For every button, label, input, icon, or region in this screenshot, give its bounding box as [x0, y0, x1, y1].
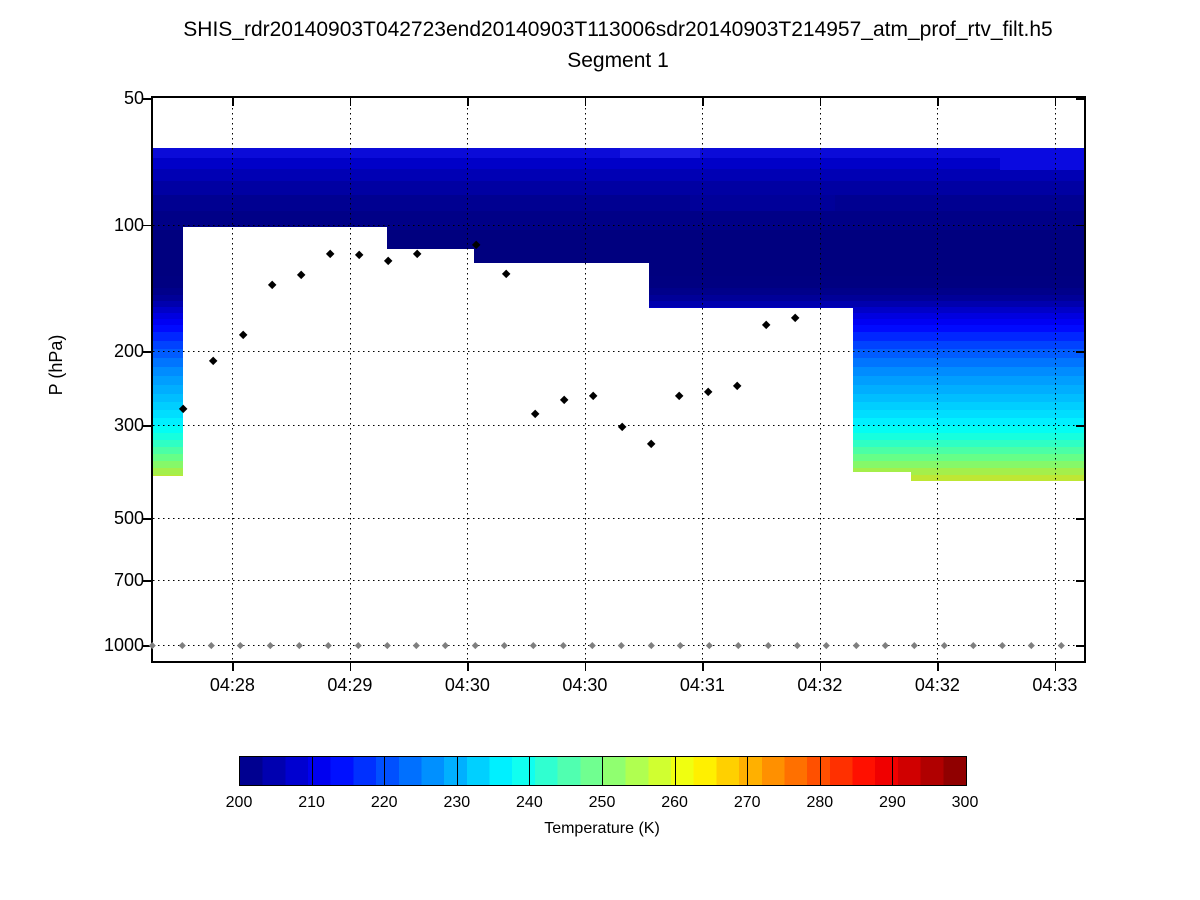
- x-tick-label: 04:28: [209, 675, 255, 695]
- y-tick-mark-left: [142, 224, 151, 226]
- colorbar-tick-label: 290: [879, 794, 906, 811]
- x-gridline: [467, 98, 469, 660]
- colorbar-tick-mark: [602, 757, 603, 785]
- colorbar-tick-mark: [529, 757, 531, 785]
- y-tick-label: 300: [113, 415, 144, 435]
- y-tick-mark-left: [142, 518, 151, 520]
- colorbar-tick-label: 240: [516, 794, 543, 811]
- colorbar-tick-label: 260: [661, 794, 688, 811]
- figure-title: SHIS_rdr20140903T042723end20140903T11300…: [183, 18, 1053, 41]
- y-tick-mark-right: [1076, 98, 1084, 100]
- x-tick-mark-bottom: [702, 662, 704, 671]
- cloud-cutout-region: [387, 249, 474, 481]
- x-gridline: [1054, 98, 1056, 660]
- y-gridline: [153, 580, 1084, 581]
- y-tick-label: 50: [123, 88, 144, 108]
- x-gridline: [584, 98, 586, 660]
- x-tick-mark-top: [702, 98, 704, 106]
- x-tick-label: 04:31: [679, 675, 725, 695]
- x-tick-label: 04:33: [1032, 675, 1078, 695]
- x-gridline: [349, 98, 351, 660]
- x-tick-label: 04:32: [914, 675, 960, 695]
- x-tick-label: 04:30: [444, 675, 490, 695]
- colorbar-axis-label: Temperature (K): [544, 820, 660, 837]
- x-gridline: [232, 98, 234, 660]
- y-tick-mark-right: [1076, 645, 1084, 647]
- x-tick-mark-top: [349, 98, 352, 106]
- y-tick-mark-right: [1076, 425, 1084, 427]
- y-gridline: [153, 351, 1084, 352]
- x-tick-mark-top: [467, 98, 469, 106]
- colorbar-tick-label: 270: [733, 794, 761, 811]
- x-gridline: [937, 98, 939, 660]
- colorbar-tick-mark: [456, 757, 458, 785]
- x-tick-mark-top: [937, 98, 939, 106]
- x-tick-mark-bottom: [349, 662, 352, 671]
- cloud-cutout-region: [474, 263, 649, 481]
- x-tick-label: 04:29: [327, 675, 373, 695]
- y-gridline: [153, 518, 1084, 519]
- y-tick-mark-right: [1076, 224, 1084, 226]
- x-tick-mark-top: [819, 98, 822, 106]
- x-gridline: [702, 98, 704, 660]
- heatmap-variation-patch: [690, 195, 835, 211]
- x-tick-mark-top: [584, 98, 587, 106]
- x-tick-mark-bottom: [232, 662, 234, 671]
- x-gridline: [819, 98, 821, 660]
- colorbar-tick-mark: [819, 757, 821, 785]
- y-tick-label: 200: [113, 341, 144, 361]
- x-tick-mark-top: [1054, 98, 1057, 106]
- y-gridline: [153, 224, 1084, 226]
- colorbar-tick-label: 220: [370, 794, 398, 811]
- y-tick-label: 700: [113, 570, 144, 590]
- x-tick-mark-bottom: [467, 662, 469, 671]
- colorbar-tick-mark: [384, 757, 386, 785]
- colorbar-tick-mark: [674, 757, 676, 785]
- x-tick-mark-bottom: [584, 662, 587, 671]
- y-tick-label: 100: [113, 214, 144, 235]
- colorbar-tick-label: 230: [443, 794, 471, 811]
- y-tick-label: 1000: [103, 635, 144, 655]
- cloud-cutout-region: [853, 472, 911, 481]
- x-tick-label: 04:32: [797, 675, 843, 695]
- colorbar-tick-mark: [311, 757, 313, 785]
- colorbar-tick-label: 200: [225, 794, 253, 811]
- colorbar-tick-label: 300: [951, 794, 979, 811]
- cloud-cutout-region: [183, 227, 387, 481]
- y-tick-mark-left: [142, 425, 151, 427]
- colorbar-tick-mark: [892, 757, 894, 785]
- colorbar-tick-label: 280: [806, 794, 834, 811]
- heatmap-variation-patch: [1000, 148, 1084, 170]
- y-tick-mark-left: [142, 645, 151, 647]
- colorbar-tick-label: 210: [298, 794, 325, 811]
- x-tick-mark-top: [232, 98, 234, 106]
- figure-subtitle: Segment 1: [567, 49, 669, 72]
- colorbar-tick-label: 250: [588, 794, 616, 811]
- colorbar: [239, 756, 967, 786]
- cloud-cutout-region: [153, 476, 183, 481]
- y-tick-label: 500: [113, 508, 144, 528]
- plot-area: [151, 96, 1086, 663]
- y-tick-mark-right: [1076, 351, 1084, 353]
- x-tick-mark-bottom: [937, 662, 939, 671]
- x-tick-mark-bottom: [1054, 662, 1057, 671]
- y-tick-mark-left: [142, 98, 151, 100]
- heatmap-variation-patch: [620, 148, 700, 158]
- y-tick-mark-right: [1076, 518, 1084, 520]
- x-tick-mark-bottom: [819, 662, 822, 671]
- y-tick-mark-right: [1076, 580, 1084, 582]
- colorbar-tick-mark: [747, 757, 749, 785]
- y-tick-mark-left: [142, 351, 151, 353]
- y-tick-mark-left: [142, 580, 151, 582]
- x-tick-label: 04:30: [562, 675, 608, 695]
